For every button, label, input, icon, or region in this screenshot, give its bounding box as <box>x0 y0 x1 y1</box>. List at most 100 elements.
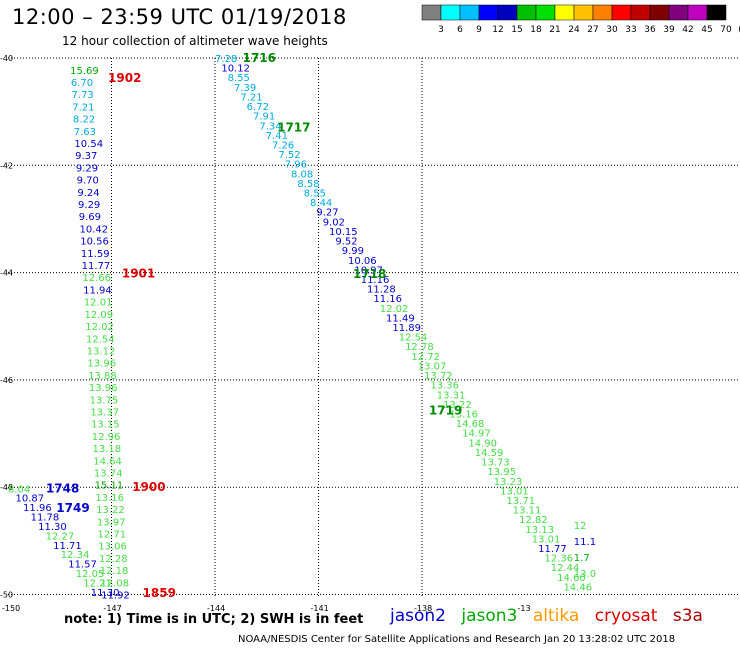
color-swatch <box>612 5 631 20</box>
wave-height-value: 10.42 <box>79 224 108 235</box>
color-swatch <box>479 5 498 20</box>
credit-text: NOAA/NESDIS Center for Satellite Applica… <box>238 634 675 645</box>
map-grid <box>8 58 740 597</box>
color-swatch <box>574 5 593 20</box>
pass-time-label: 1859 <box>143 586 176 600</box>
wave-height-value: 11.94 <box>83 285 112 296</box>
color-scale-tick: 9 <box>476 25 482 35</box>
latitude-tick-label: -40 <box>0 54 13 63</box>
track-1716: 7.2810.128.557.397.216.727.917.347.417.2… <box>215 54 592 593</box>
color-swatch <box>688 5 707 20</box>
wave-height-value: 7.63 <box>74 127 96 138</box>
latitude-tick-label: -44 <box>0 269 13 278</box>
pass-time-label: 1718 <box>353 267 386 281</box>
pass-time-label: 1717 <box>277 121 310 135</box>
wave-height-value: 13.18 <box>92 444 121 455</box>
wave-height-value: 13.96 <box>89 383 118 394</box>
wave-height-value: 11.1 <box>574 537 596 548</box>
color-swatch <box>517 5 536 20</box>
color-scale-tick: 27 <box>587 25 598 35</box>
pass-time-label: 1901 <box>122 267 155 281</box>
wave-height-value: 13.97 <box>97 517 126 528</box>
wave-height-value: 13.22 <box>96 505 125 516</box>
wave-height-value: 9.70 <box>77 176 99 187</box>
color-swatch <box>422 5 441 20</box>
wave-height-value: 15.69 <box>70 66 99 77</box>
color-scale-tick: 42 <box>682 25 693 35</box>
pass-time-label: 1902 <box>108 71 141 85</box>
wave-height-value: 13.74 <box>94 468 123 479</box>
longitude-tick-label: -150 <box>2 604 20 613</box>
wave-height-value: 12.02 <box>85 322 114 333</box>
wave-height-value: 12.54 <box>86 334 115 345</box>
color-swatch <box>669 5 688 20</box>
wave-height-value: 13.75 <box>90 395 119 406</box>
color-swatch <box>631 5 650 20</box>
altimeter-map: 36912151821242730333639424570(ft) -40-42… <box>0 0 740 650</box>
mission-legend: jason2 jason3 altika cryosat s3a <box>390 606 713 626</box>
color-scale-tick: 30 <box>606 25 618 35</box>
color-scale-tick: 6 <box>457 25 463 35</box>
color-scale-tick: 15 <box>511 25 522 35</box>
mission-jason2: jason2 <box>390 606 446 626</box>
wave-height-value: 11.30 <box>91 588 120 599</box>
color-swatch <box>650 5 669 20</box>
color-scale-tick: 39 <box>663 25 675 35</box>
wave-height-value: 13.0 <box>574 569 596 580</box>
wave-height-value: 12.01 <box>84 298 113 309</box>
color-swatch <box>593 5 612 20</box>
pass-time-label: 1716 <box>243 51 276 65</box>
color-scale-tick: 12 <box>492 25 503 35</box>
color-swatch <box>441 5 460 20</box>
wave-height-value: 14.64 <box>93 456 122 467</box>
wave-height-tracks: 15.696.707.737.218.227.6310.549.379.299.… <box>8 54 596 602</box>
wave-height-value: 9.29 <box>78 200 100 211</box>
wave-height-value: 9.29 <box>76 163 98 174</box>
color-scale-tick: 33 <box>625 25 636 35</box>
wave-height-value: 7.21 <box>72 102 94 113</box>
wave-height-value: 13.06 <box>98 542 127 553</box>
latitude-tick-label: -50 <box>0 591 13 600</box>
wave-height-value: 6.70 <box>71 78 93 89</box>
wave-height-value: 9.37 <box>75 151 97 162</box>
color-scale-tick: 21 <box>549 25 560 35</box>
wave-height-value: 7.73 <box>72 90 94 101</box>
mission-cryosat: cryosat <box>595 606 658 626</box>
color-swatch <box>555 5 574 20</box>
mission-jason3: jason3 <box>461 606 517 626</box>
color-scale-tick: 36 <box>644 25 656 35</box>
wave-height-value: 13.37 <box>90 407 119 418</box>
mission-altika: altika <box>533 606 580 626</box>
wave-height-value: 10.54 <box>74 139 103 150</box>
wave-height-value: 10.56 <box>80 237 109 248</box>
wave-height-value: 12.66 <box>82 273 111 284</box>
pass-time-label: 1719 <box>429 403 462 417</box>
wave-height-value: 12 <box>574 521 587 532</box>
wave-height-value: 14.46 <box>563 582 592 593</box>
wave-height-value: 11.59 <box>81 249 110 260</box>
wave-height-value: 13.88 <box>88 371 117 382</box>
wave-height-value: 13.15 <box>91 420 120 431</box>
wave-height-value: 9.24 <box>77 188 99 199</box>
color-swatch <box>498 5 517 20</box>
track-1900: 15.696.707.737.218.227.6310.549.379.299.… <box>70 66 130 602</box>
wave-height-value: 11.77 <box>82 261 111 272</box>
latitude-axis: -40-42-44-46-48-50 <box>0 54 13 600</box>
wave-height-value: 1.7 <box>574 553 590 564</box>
wave-height-value: 12.96 <box>92 432 121 443</box>
wave-height-value: 12.09 <box>85 310 114 321</box>
wave-height-value: 12.71 <box>98 529 127 540</box>
color-scale-tick: 70 <box>720 25 732 35</box>
wave-height-value: 15.11 <box>95 481 124 492</box>
wave-height-value: 8.22 <box>73 115 95 126</box>
wave-height-value: 13.96 <box>87 359 116 370</box>
latitude-tick-label: -42 <box>0 161 13 170</box>
wave-height-value: 9.69 <box>79 212 101 223</box>
color-scale-tick: 3 <box>438 25 444 35</box>
color-scale-tick: 24 <box>568 25 580 35</box>
pass-time-label: 1748 <box>46 481 79 495</box>
wave-height-value: 12.28 <box>99 554 128 565</box>
track-edge: 12 11.1 1.7 13.0 <box>574 521 596 580</box>
color-scale-tick: 45 <box>701 25 712 35</box>
